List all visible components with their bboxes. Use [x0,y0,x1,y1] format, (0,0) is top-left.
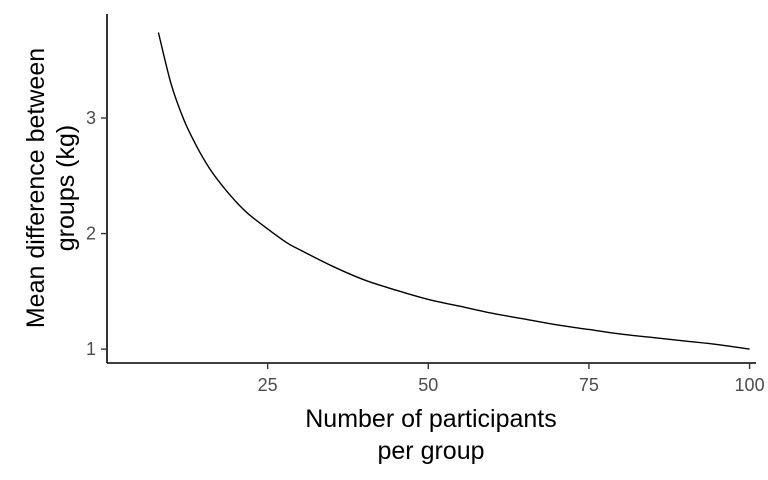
y-axis-title-line-1: Mean difference between [22,48,50,328]
y-tick-label: 2 [86,224,96,244]
x-tick-label: 25 [258,375,278,395]
y-axis-title-line-2: groups (kg) [52,125,80,251]
x-tick-label: 50 [418,375,438,395]
y-tick-label: 3 [86,108,96,128]
x-axis-title-line-1: Number of participants [305,405,557,433]
series-line [157,32,750,350]
x-tick-label: 75 [579,375,599,395]
x-axis-title-line-2: per group [377,437,484,465]
series-layer [157,32,750,350]
axes [106,14,756,364]
ticks: 25 50 75 100 1 2 3 [86,108,765,395]
x-tick-label: 100 [735,375,765,395]
axis-titles: Number of participants per group Mean di… [22,48,557,465]
y-tick-label: 1 [86,339,96,359]
